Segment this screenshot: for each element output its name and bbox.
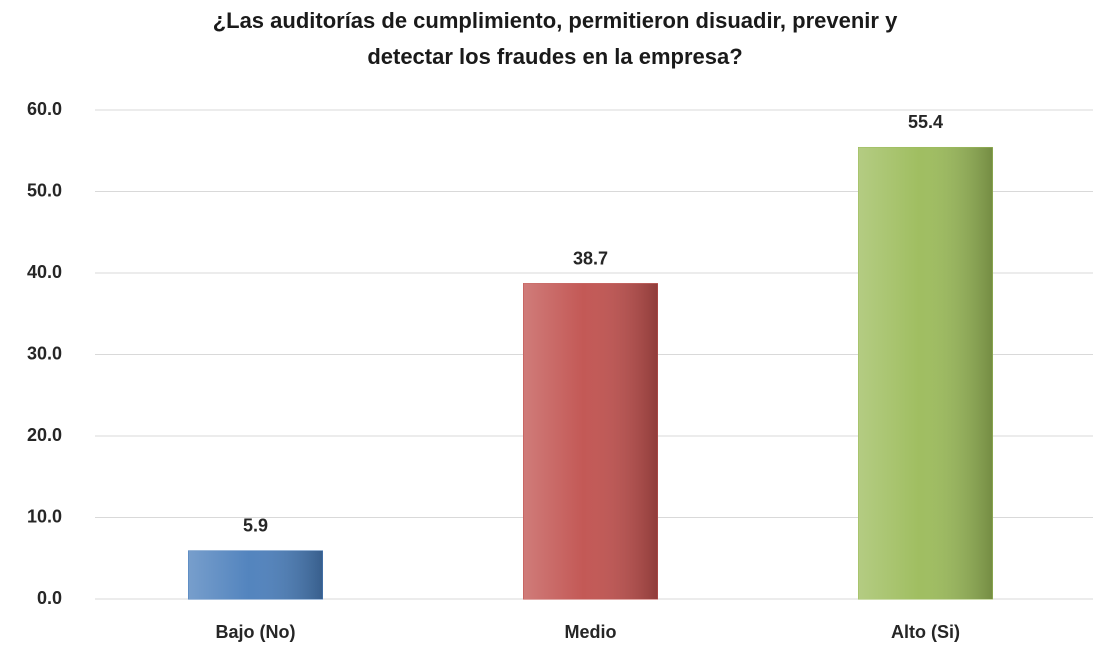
bar-shade (188, 550, 323, 599)
y-tick-label: 10.0 (27, 506, 62, 526)
x-tick-label: Bajo (No) (216, 622, 296, 642)
bar-shade (858, 147, 993, 600)
x-tick-label: Medio (565, 622, 617, 642)
x-tick-label: Alto (Si) (891, 622, 960, 642)
bar-shade (523, 283, 658, 599)
data-label: 55.4 (908, 112, 943, 132)
y-tick-label: 30.0 (27, 343, 62, 363)
data-label: 5.9 (243, 516, 268, 536)
y-tick-label: 40.0 (27, 262, 62, 282)
y-tick-label: 60.0 (27, 99, 62, 119)
data-label: 38.7 (573, 248, 608, 268)
y-tick-label: 20.0 (27, 425, 62, 445)
y-tick-label: 0.0 (37, 588, 62, 608)
chart-title: ¿Las auditorías de cumplimiento, permiti… (213, 8, 898, 33)
chart-title: detectar los fraudes en la empresa? (367, 44, 742, 69)
y-tick-label: 50.0 (27, 180, 62, 200)
